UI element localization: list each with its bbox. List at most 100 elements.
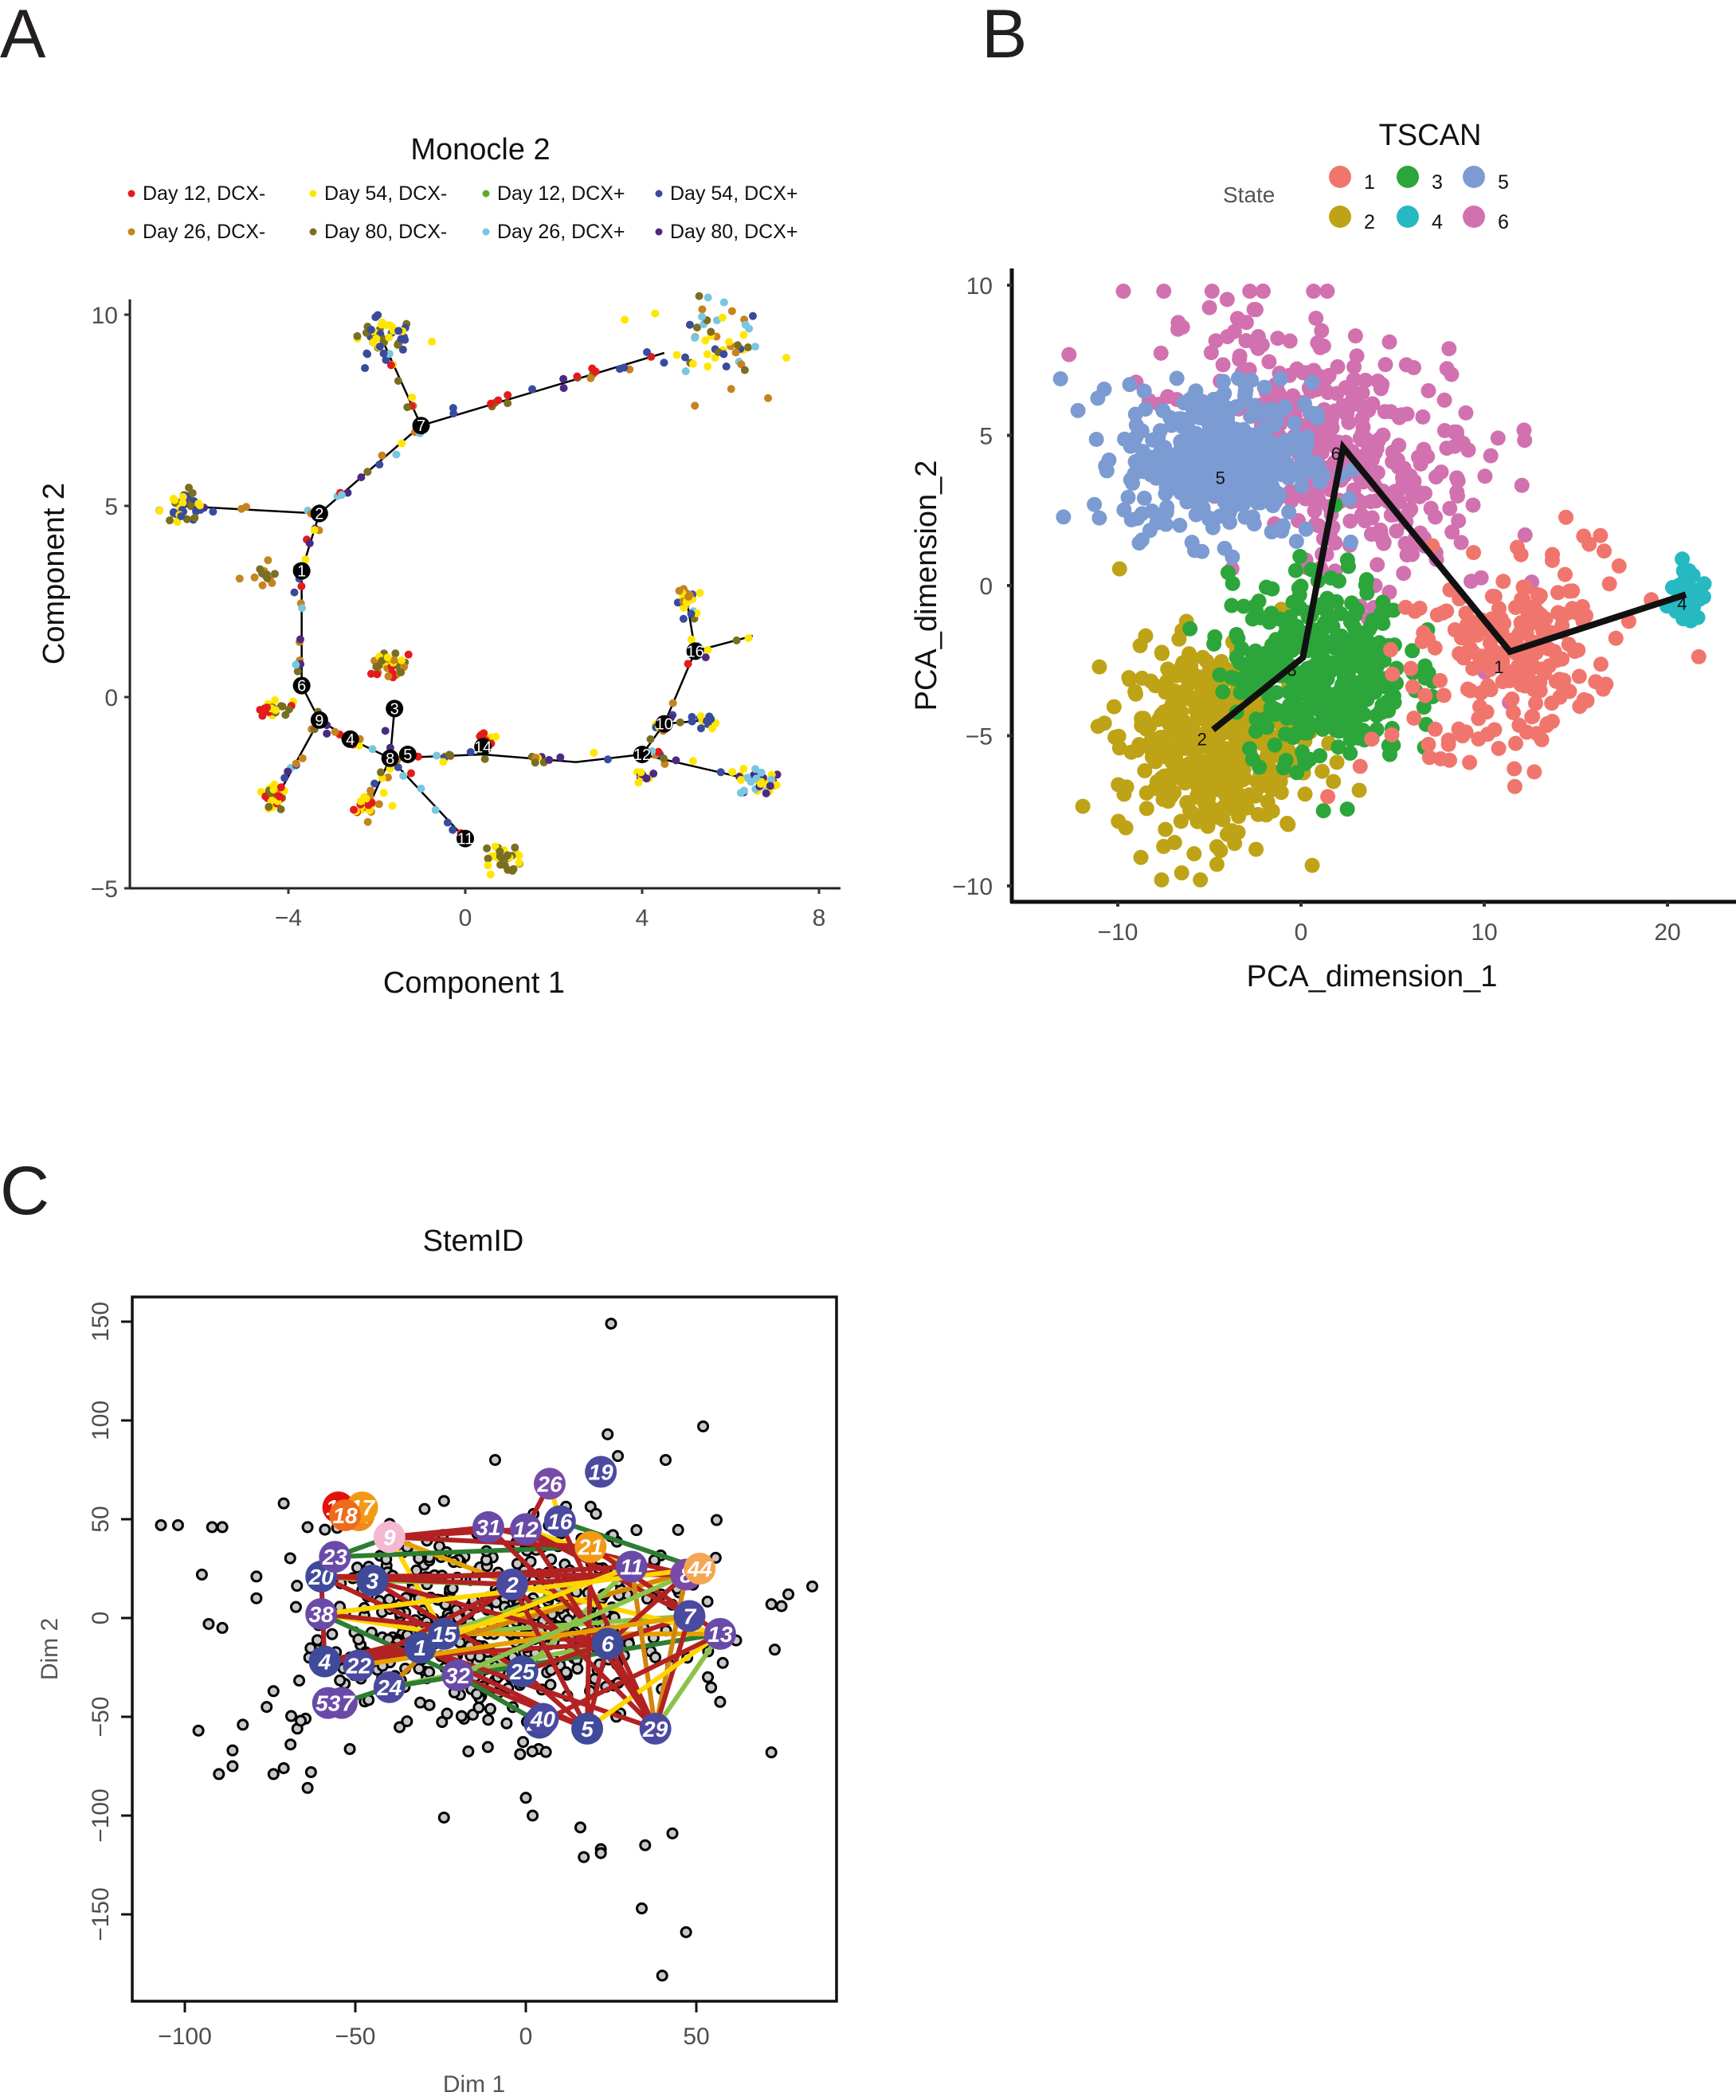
tscan-cell-point	[1134, 670, 1150, 686]
stemid-cell-point	[578, 1851, 590, 1863]
tscan-legend-label: 3	[1432, 171, 1443, 194]
tscan-cell-point	[1201, 300, 1217, 315]
monocle2-cell-point	[362, 794, 370, 803]
tscan-cell-point	[1299, 660, 1315, 676]
monocle2-cell-point	[263, 574, 272, 582]
monocle2-cell-point	[269, 786, 278, 794]
monocle2-tree-node	[655, 715, 673, 733]
monocle2-tree-node	[310, 711, 328, 729]
tscan-cell-point	[1672, 598, 1688, 614]
stemid-cell-point	[602, 1428, 614, 1440]
tscan-cell-point	[1239, 800, 1255, 816]
stemid-cell-point	[351, 1561, 363, 1574]
monocle2-cell-point	[166, 516, 174, 525]
stemid-cluster-label: 40	[530, 1706, 556, 1731]
monocle2-cell-point	[764, 394, 773, 402]
tscan-cell-point	[1335, 655, 1351, 671]
tscan-cell-point	[1197, 761, 1213, 777]
tscan-cell-point	[1122, 377, 1138, 393]
stemid-cluster-node	[533, 1467, 566, 1500]
tscan-cell-point	[1186, 846, 1202, 862]
tscan-cell-point	[1593, 527, 1609, 543]
monocle2-cell-point	[511, 843, 519, 852]
tscan-cell-point	[1495, 652, 1511, 668]
tscan-cell-point	[1248, 841, 1264, 857]
stemid-cluster-node	[308, 1645, 341, 1678]
tscan-x-tick-label: 10	[1471, 919, 1497, 946]
tscan-cell-point	[1263, 774, 1279, 790]
monocle2-cell-point	[492, 732, 500, 741]
tscan-cell-point	[1291, 601, 1307, 617]
tscan-cell-point	[1611, 558, 1627, 574]
monocle2-cell-point	[372, 662, 381, 671]
stemid-cell-point	[612, 1450, 625, 1463]
monocle2-cell-point	[739, 765, 748, 774]
stemid-cell-point	[765, 1746, 778, 1759]
tscan-cell-point	[1504, 691, 1520, 707]
tscan-cell-point	[1444, 524, 1460, 540]
tscan-cell-point	[1385, 666, 1401, 682]
tscan-cell-point	[1230, 370, 1246, 386]
tscan-cell-point	[1201, 680, 1217, 695]
tscan-cell-point	[1463, 574, 1479, 590]
stemid-cell-point	[319, 1523, 331, 1536]
tscan-cell-point	[1507, 761, 1522, 777]
tscan-cell-point	[1299, 725, 1315, 741]
stemid-cluster-label: 18	[333, 1503, 359, 1528]
tscan-cell-point	[1154, 872, 1170, 887]
monocle2-cell-point	[398, 345, 407, 354]
monocle2-cell-point	[433, 751, 441, 760]
tscan-cell-point	[1483, 651, 1499, 667]
tscan-cell-point	[1490, 430, 1506, 446]
tscan-y-tick-label: 10	[966, 273, 993, 300]
stemid-x-tick-label: −50	[335, 2024, 376, 2050]
monocle2-tree-node	[398, 746, 417, 763]
tscan-cell-point	[1216, 799, 1232, 815]
tscan-cell-point	[1326, 774, 1342, 789]
monocle2-tree-node	[474, 738, 492, 756]
monocle2-cell-point	[182, 515, 191, 523]
tscan-cell-point	[1136, 490, 1152, 506]
monocle2-cell-point	[385, 333, 394, 342]
monocle2-x-axis-title: Component 1	[383, 966, 565, 1000]
monocle2-cell-point	[727, 385, 735, 394]
tscan-cell-point	[1472, 699, 1488, 715]
monocle2-cell-point	[258, 711, 267, 720]
tscan-cell-point	[1145, 746, 1161, 762]
tscan-cell-point	[1149, 515, 1165, 531]
tscan-cell-point	[1404, 547, 1420, 562]
tscan-cell-point	[1342, 535, 1358, 550]
monocle2-tree-node	[381, 749, 399, 767]
monocle2-cell-point	[736, 789, 745, 797]
tscan-cell-point	[1576, 692, 1592, 707]
tscan-cell-point	[1477, 468, 1493, 484]
monocle2-cell-point	[397, 656, 406, 664]
stemid-cell-point	[261, 1701, 273, 1714]
stemid-cluster-node	[527, 1702, 559, 1735]
tscan-cell-point	[1525, 708, 1541, 724]
stemid-edge	[457, 1673, 589, 1731]
tscan-cell-point	[1341, 491, 1357, 507]
tscan-cell-point	[1137, 762, 1153, 778]
monocle2-cell-point	[388, 801, 397, 810]
monocle2-legend-label: Day 80, DCX-	[324, 221, 447, 243]
monocle2-cell-point	[688, 757, 697, 766]
monocle2-tree-node-label: 4	[346, 731, 355, 749]
monocle2-cell-point	[428, 337, 437, 346]
tscan-cell-point	[1290, 442, 1306, 458]
tscan-cell-point	[1234, 641, 1250, 656]
monocle2-tree-node-label: 5	[403, 746, 412, 764]
stemid-cell-point	[437, 1495, 450, 1507]
tscan-x-axis-title: PCA_dimension_1	[1247, 960, 1498, 993]
monocle2-legend-swatch	[482, 228, 490, 236]
tscan-cell-point	[1385, 602, 1401, 618]
monocle2-cell-point	[297, 582, 306, 590]
monocle2-cell-point	[373, 670, 382, 679]
tscan-cell-point	[1517, 527, 1533, 543]
tscan-cell-point	[1209, 839, 1225, 855]
tscan-panel: TSCAN State 1 2 3 4 5 6 5 6 3 2 1 4 −10 0 10 20 −10 −5 0…	[910, 119, 1736, 993]
stemid-cell-point	[436, 1716, 449, 1729]
monocle2-cell-point	[404, 650, 413, 659]
monocle2-cell-point	[263, 703, 272, 712]
tscan-cell-point	[1358, 372, 1374, 388]
